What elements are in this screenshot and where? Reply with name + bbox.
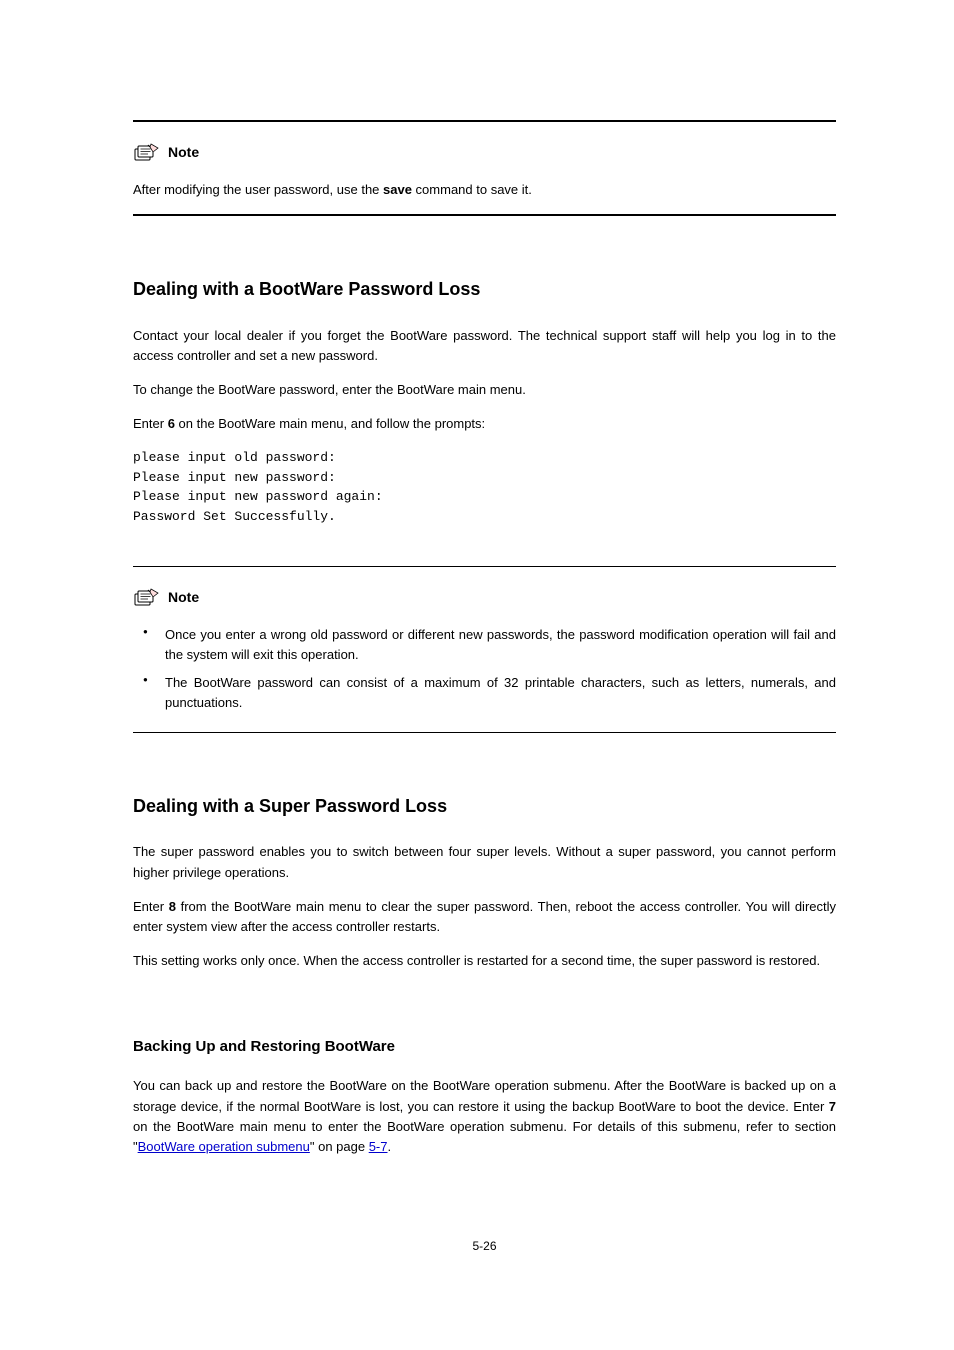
note1-rule-bottom: [133, 214, 836, 216]
note-icon: [133, 142, 161, 162]
bw-p3: Enter 6 on the BootWare main menu, and f…: [133, 414, 836, 434]
link-bootware-submenu[interactable]: BootWare operation submenu: [138, 1139, 310, 1154]
heading-super-loss: Dealing with a Super Password Loss: [133, 793, 836, 821]
bw-p3-key: 6: [168, 416, 175, 431]
note2-bullet-2: The BootWare password can consist of a m…: [133, 673, 836, 713]
super-p1: The super password enables you to switch…: [133, 842, 836, 882]
bw-terminal-block: please input old password: Please input …: [133, 448, 836, 526]
bw-p1: Contact your local dealer if you forget …: [133, 326, 836, 366]
super-p2-a: Enter: [133, 899, 169, 914]
super-p2: Enter 8 from the BootWare main menu to c…: [133, 897, 836, 937]
note1-cmd: save: [383, 182, 412, 197]
note1-label: Note: [168, 142, 199, 164]
note1-rule-top: [133, 120, 836, 122]
note2-rule-top: [133, 566, 836, 567]
note2-bullet-1: Once you enter a wrong old password or d…: [133, 625, 836, 665]
backup-p1: You can back up and restore the BootWare…: [133, 1076, 836, 1157]
bw-p2: To change the BootWare password, enter t…: [133, 380, 836, 400]
link-page-5-7[interactable]: 5-7: [369, 1139, 388, 1154]
note1-body-after: command to save it.: [412, 182, 532, 197]
note2-list: Once you enter a wrong old password or d…: [133, 625, 836, 714]
note2-heading-row: Note: [133, 585, 836, 607]
super-p2-key: 8: [169, 899, 176, 914]
note2-label: Note: [168, 587, 199, 609]
note-icon: [133, 587, 161, 607]
note1-heading-row: Note: [133, 140, 836, 162]
note2-rule-bottom: [133, 732, 836, 733]
backup-p1-c: " on page: [310, 1139, 369, 1154]
note1-body-before: After modifying the user password, use t…: [133, 182, 383, 197]
backup-p1-key: 7: [829, 1099, 836, 1114]
backup-p1-a: You can back up and restore the BootWare…: [133, 1078, 836, 1113]
super-p3: This setting works only once. When the a…: [133, 951, 836, 971]
bw-p3-a: Enter: [133, 416, 168, 431]
backup-p1-d: .: [388, 1139, 392, 1154]
super-p2-b: from the BootWare main menu to clear the…: [133, 899, 836, 934]
heading-bootware-loss: Dealing with a BootWare Password Loss: [133, 276, 836, 304]
bw-p3-b: on the BootWare main menu, and follow th…: [175, 416, 485, 431]
page-number: 5-26: [133, 1237, 836, 1256]
note1-body: After modifying the user password, use t…: [133, 180, 836, 200]
heading-backup-restore: Backing Up and Restoring BootWare: [133, 1035, 836, 1058]
